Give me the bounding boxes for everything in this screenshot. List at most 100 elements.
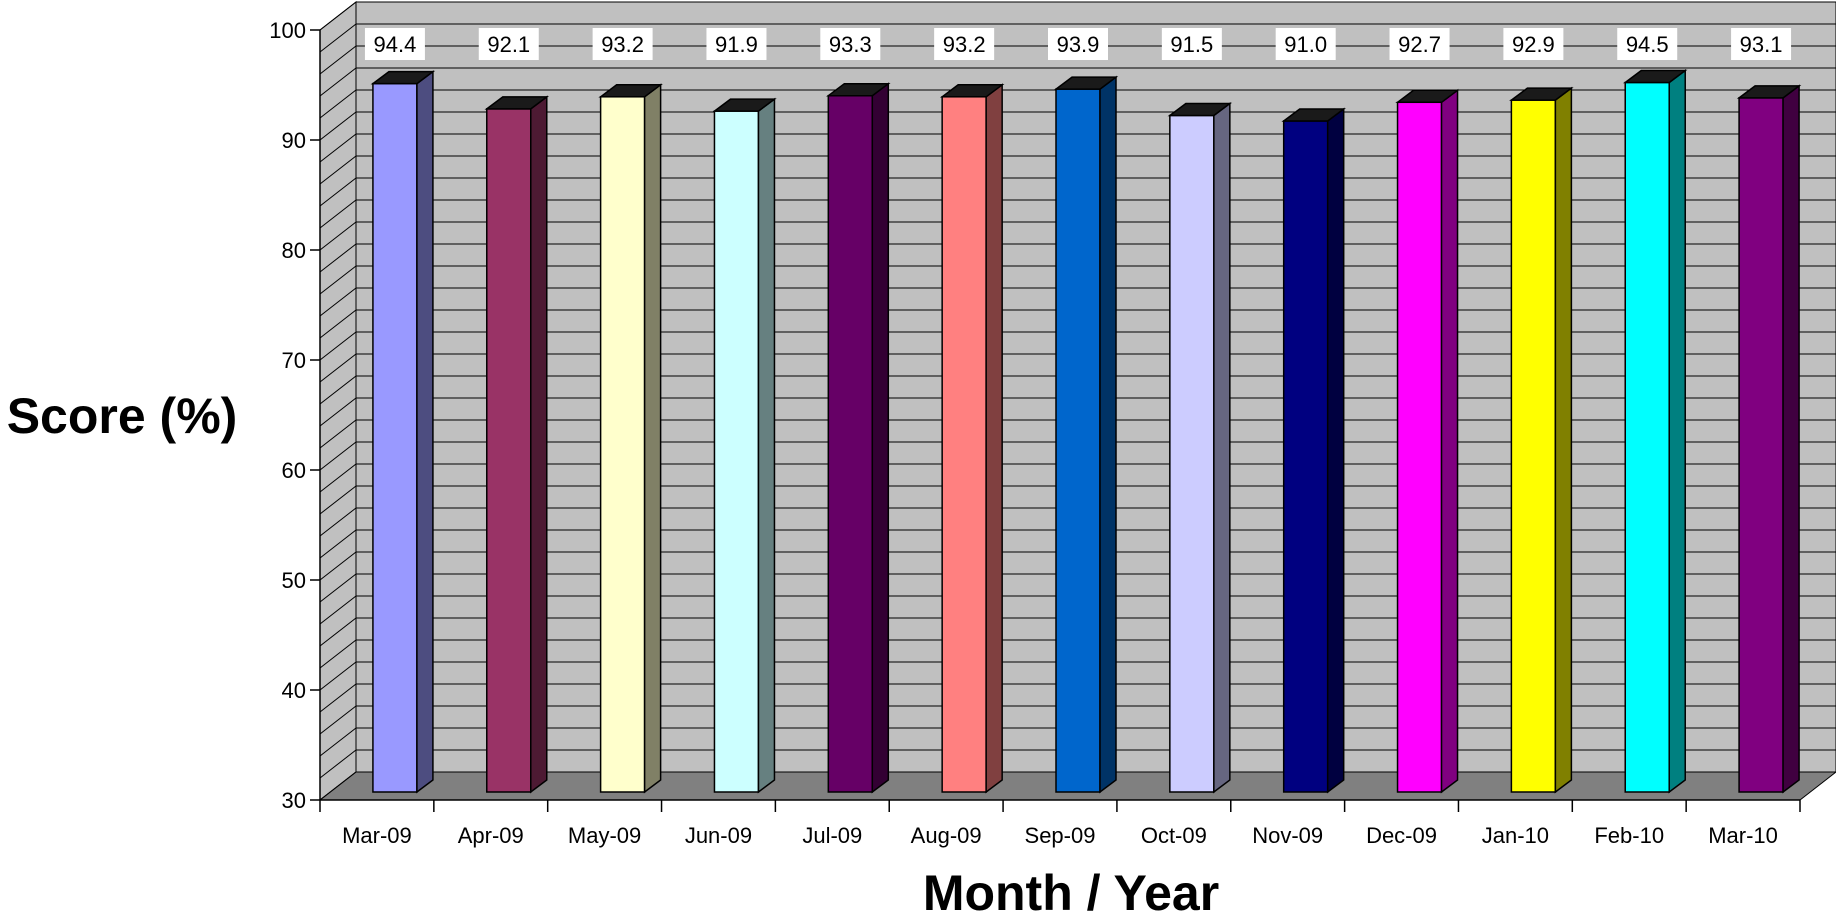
side-gridline	[319, 507, 357, 537]
side-gridline	[319, 353, 357, 383]
labels: 30 40 50 60 70 80 90 100 94.4 Mar-09 92.1 Apr-09 93.…	[269, 18, 1792, 848]
x-tick-label: Jan-10	[1482, 823, 1549, 848]
side-gridline	[319, 331, 357, 361]
side-gridline	[319, 397, 357, 427]
axes	[310, 29, 1801, 812]
side-gridline	[319, 45, 357, 75]
data-label-box	[478, 28, 539, 60]
bar-side	[643, 83, 662, 794]
side-gridline	[319, 309, 357, 339]
side-gridline	[319, 551, 357, 581]
data-label-box	[934, 28, 995, 60]
bar-front	[1282, 120, 1329, 793]
side-gridline	[319, 639, 357, 669]
data-label: 93.9	[1057, 32, 1100, 57]
x-tick-label: Mar-09	[342, 823, 412, 848]
bar-top	[1395, 89, 1460, 104]
x-tick-label: Mar-10	[1708, 823, 1778, 848]
bar-front	[1738, 97, 1784, 793]
bar-top	[598, 84, 663, 98]
y-tick-label: 50	[282, 568, 306, 593]
x-tick-label: Oct-09	[1141, 823, 1207, 848]
bar-front	[372, 82, 418, 793]
x-tick-label: Nov-09	[1252, 823, 1323, 848]
bar-top	[1053, 76, 1119, 90]
bar	[712, 97, 777, 794]
bar	[484, 95, 550, 794]
bar-top	[712, 98, 777, 112]
data-label-box	[1617, 28, 1678, 60]
x-tick-label: Sep-09	[1025, 823, 1096, 848]
bar-side	[1782, 84, 1800, 794]
bar-side	[1213, 102, 1231, 794]
data-label: 93.1	[1740, 32, 1783, 57]
side-gridline	[319, 243, 357, 273]
side-gridline	[319, 617, 357, 647]
x-tick-label: Feb-10	[1594, 823, 1664, 848]
side-gridline	[319, 573, 357, 603]
side-gridline	[319, 133, 357, 163]
y-tick-label: 80	[282, 238, 306, 263]
data-label: 92.1	[487, 32, 530, 57]
bar-front	[1055, 88, 1101, 793]
side-gridline	[319, 683, 357, 713]
data-label-box	[592, 28, 653, 60]
x-axis-title: Month / Year	[923, 865, 1219, 917]
bar-front	[1396, 101, 1443, 793]
y-axis-title: Score (%)	[7, 388, 238, 444]
data-label: 91.0	[1284, 32, 1327, 57]
x-tick-label: Dec-09	[1366, 823, 1437, 848]
x-tick-label: Jun-09	[685, 823, 752, 848]
side-gridline	[319, 199, 357, 229]
y-tick-label: 40	[282, 678, 306, 703]
data-label-box	[820, 28, 881, 60]
bar-front	[827, 94, 874, 793]
bar-side	[757, 97, 776, 794]
bar-top	[1281, 108, 1346, 122]
side-gridline	[319, 221, 357, 251]
bar-side	[1099, 75, 1117, 794]
data-label: 91.5	[1170, 32, 1213, 57]
side-gridline	[319, 1, 357, 31]
side-gridline	[319, 111, 357, 141]
bar-top	[1736, 85, 1802, 99]
bar-side	[1326, 107, 1345, 794]
bar-top	[1167, 102, 1233, 117]
bar-side	[985, 83, 1003, 794]
y-tick-label: 100	[269, 18, 306, 43]
bar-top	[1509, 87, 1574, 101]
data-label-box	[1731, 28, 1792, 60]
data-label-box	[1161, 28, 1222, 60]
side-gridline	[319, 265, 357, 295]
data-label-box	[1048, 28, 1108, 60]
data-label: 93.2	[943, 32, 986, 57]
bar-front	[1510, 99, 1557, 793]
side-gridline	[319, 485, 357, 515]
bar-side	[1440, 88, 1459, 794]
side-gridline	[319, 419, 357, 449]
side-gridline	[319, 287, 357, 317]
bar-front	[486, 108, 532, 793]
side-gridline	[319, 463, 357, 493]
bar-side	[1668, 69, 1686, 794]
side-gridline	[319, 177, 357, 207]
bar	[1281, 107, 1346, 794]
y-tick-label: 30	[282, 788, 306, 813]
data-label: 93.2	[601, 32, 644, 57]
side-gridline	[319, 67, 357, 97]
side-gridline	[319, 661, 357, 691]
data-label: 92.7	[1398, 32, 1441, 57]
bar-top	[1622, 69, 1688, 84]
side-gridline	[319, 595, 357, 625]
side-wall	[319, 0, 357, 802]
x-tick-label: Aug-09	[911, 823, 982, 848]
data-label-box	[1275, 28, 1336, 60]
data-label: 92.9	[1512, 32, 1555, 57]
bar-front	[713, 110, 760, 793]
side-gridline	[319, 155, 357, 185]
bar-top	[939, 84, 1005, 98]
bar-top	[370, 70, 436, 85]
bars	[370, 69, 1802, 794]
